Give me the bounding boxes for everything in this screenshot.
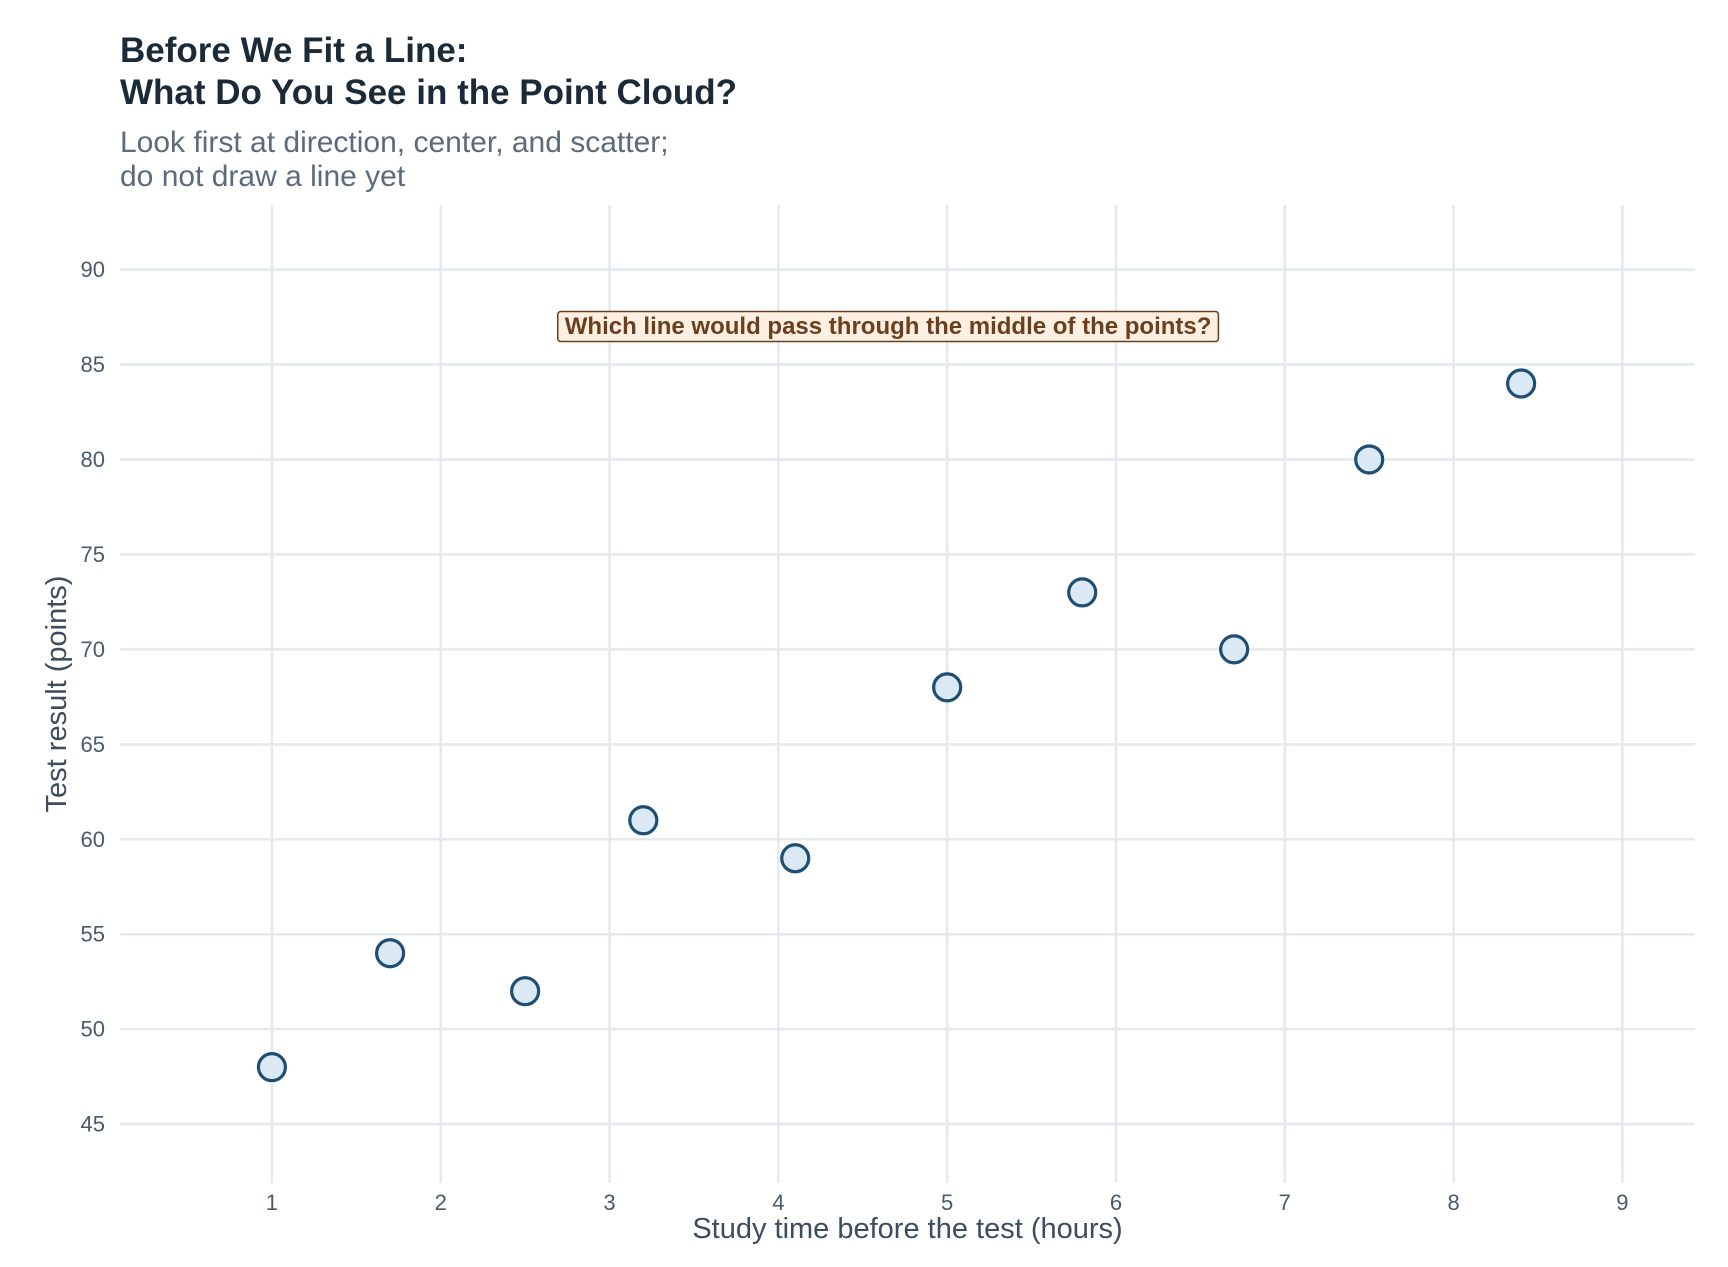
x-tick-label: 7 <box>1279 1190 1291 1215</box>
y-tick-label: 65 <box>81 732 105 757</box>
x-axis-title: Study time before the test (hours) <box>692 1213 1122 1245</box>
data-point <box>780 843 811 874</box>
y-gridlines <box>120 268 1695 1126</box>
y-tick-label: 75 <box>81 542 105 567</box>
data-point <box>510 976 541 1007</box>
y-tick-label: 45 <box>81 1112 105 1137</box>
data-point <box>1067 577 1098 608</box>
data-point <box>1354 444 1385 475</box>
y-axis-title: Test result (points) <box>41 576 73 813</box>
x-tick-label: 3 <box>603 1190 615 1215</box>
chart-subtitle-line-2: do not draw a line yet <box>120 160 406 193</box>
data-points <box>256 368 1537 1083</box>
y-tick-label: 80 <box>81 447 105 472</box>
y-tick-label: 70 <box>81 637 105 662</box>
subtitle-block: Look first at direction, center, and sca… <box>120 126 737 194</box>
y-tick-label: 85 <box>81 352 105 377</box>
y-tick-label: 60 <box>81 827 105 852</box>
annotation-box <box>557 310 1220 343</box>
chart-title-line-2: What Do You See in the Point Cloud? <box>120 73 738 112</box>
y-tick-label: 90 <box>81 257 105 282</box>
chart-subtitle-line-1: Look first at direction, center, and sca… <box>120 126 669 159</box>
x-tick-labels: 1 2 3 4 5 6 7 8 9 <box>266 1190 1629 1215</box>
title-block: Before We Fit a Line: What Do You See in… <box>120 30 737 194</box>
x-tick-label: 8 <box>1447 1190 1459 1215</box>
data-point <box>932 672 963 703</box>
y-tick-labels: 45 50 55 60 65 70 75 80 85 90 <box>81 257 105 1137</box>
annotation-text: Which line would pass through the middle… <box>565 313 1212 340</box>
x-tick-label: 1 <box>266 1190 278 1215</box>
y-tick-label: 55 <box>81 922 105 947</box>
x-tick-label: 2 <box>435 1190 447 1215</box>
data-point <box>628 805 659 836</box>
x-tick-label: 5 <box>941 1190 953 1215</box>
chart-title-line-1: Before We Fit a Line: <box>120 31 468 70</box>
data-point <box>1506 368 1537 399</box>
x-tick-label: 4 <box>772 1190 784 1215</box>
x-tick-label: 9 <box>1616 1190 1628 1215</box>
data-point <box>1219 634 1250 665</box>
data-point <box>374 938 406 969</box>
y-tick-label: 50 <box>81 1017 105 1042</box>
x-tick-label: 6 <box>1110 1190 1122 1215</box>
data-point <box>256 1052 288 1083</box>
annotation: Which line would pass through the middle… <box>557 310 1220 343</box>
